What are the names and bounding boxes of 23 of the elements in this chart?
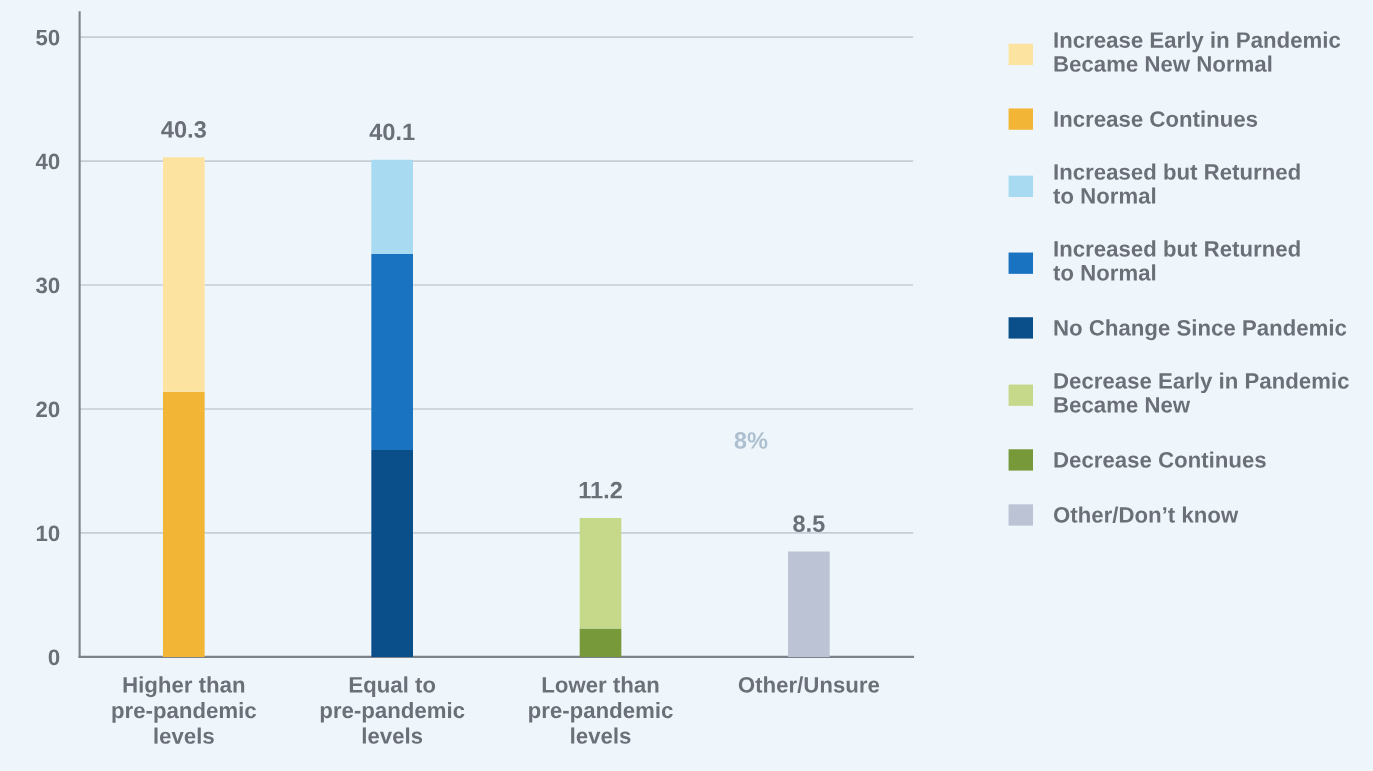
y-tick-label: 40 (35, 153, 60, 170)
y-tick-label: 10 (36, 525, 60, 542)
legend-label: Increase Continues (1054, 110, 1258, 127)
legend-label: Decrease Continues (1054, 451, 1266, 468)
legend-label: Increased but Returned to Normal (1053, 240, 1300, 281)
legend-label: Other/Don’t know (1053, 506, 1239, 523)
legend-label: Increase Early in Pandemic Became New Normal (1054, 31, 1341, 72)
x-tick-label: Other/Unsure (738, 676, 880, 693)
y-tick-label: 30 (35, 277, 60, 294)
legend-label: Decrease Early in Pandemic Became New (1054, 372, 1349, 413)
x-tick-label: Higher than pre-pandemic levels (112, 676, 257, 744)
total-label: 8.5 (793, 515, 825, 532)
total-label: 40.1 (369, 123, 415, 141)
total-label: 11.2 (579, 481, 622, 499)
y-tick-label: 50 (36, 29, 60, 46)
legend-label: Increased but Returned to Normal (1053, 163, 1300, 204)
annotation: 8% (734, 432, 768, 449)
y-tick-label: 0 (48, 649, 60, 666)
y-tick-label: 20 (36, 401, 60, 418)
total-label: 40.3 (161, 121, 206, 138)
x-tick-label: Equal to pre-pandemic levels (320, 676, 465, 744)
x-tick-label: Lower than pre-pandemic levels (529, 676, 673, 744)
legend-label: No Change Since Pandemic (1054, 319, 1347, 341)
